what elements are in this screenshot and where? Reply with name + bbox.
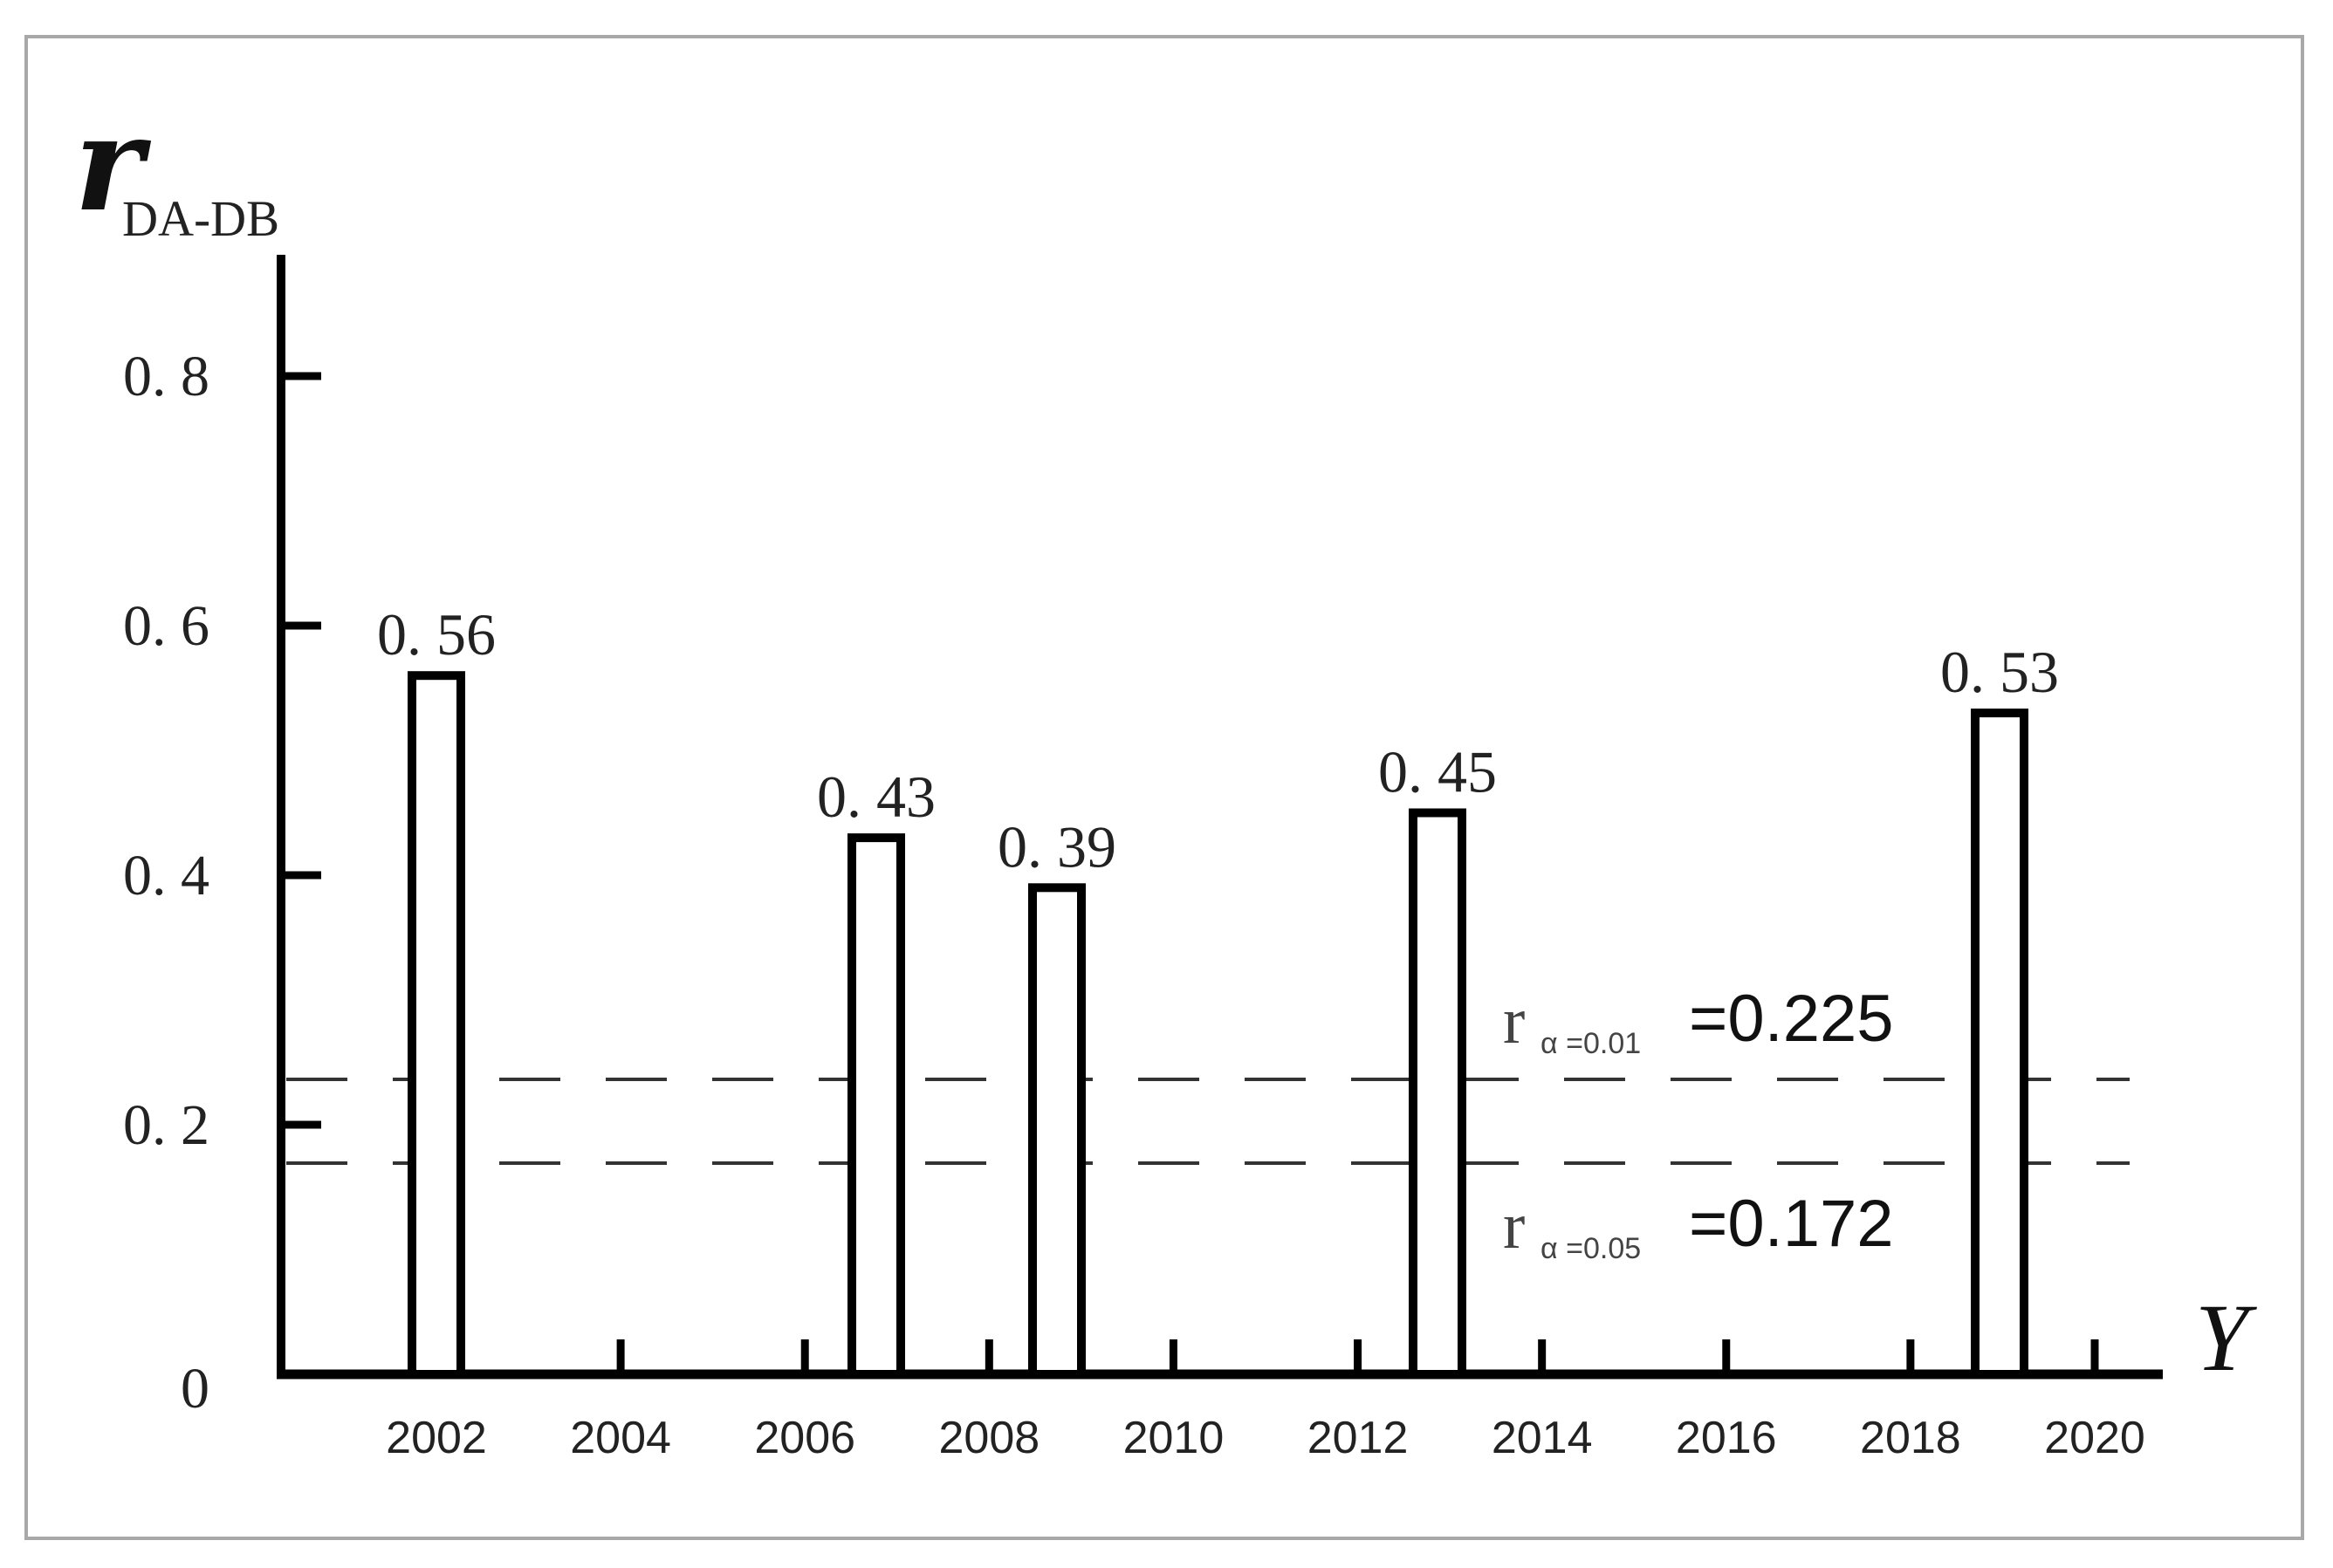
y-tick-label: 0. 4: [123, 844, 209, 907]
y-ticks: 0 0. 2 0. 4 0. 6 0. 8: [123, 345, 321, 1421]
bar-value-label: 0. 45: [1378, 739, 1497, 805]
x-tick-label: 2016: [1676, 1413, 1777, 1463]
x-tick-label: 2020: [2044, 1413, 2145, 1463]
reference-line-labels: r α =0.01 =0.225 r α =0.05 =0.172: [1503, 982, 1894, 1265]
bar-value-label: 0. 53: [1940, 639, 2059, 705]
bar-value-label: 0. 39: [998, 813, 1116, 880]
svg-text:α =0.01: α =0.01: [1540, 1027, 1641, 1060]
svg-text:=0.172: =0.172: [1689, 1187, 1894, 1261]
svg-text:r: r: [1503, 984, 1525, 1058]
y-axis-label-subscript: DA-DB: [122, 190, 279, 247]
y-tick-label: 0. 8: [123, 345, 209, 408]
bar-value-label: 0. 56: [377, 601, 496, 668]
svg-text:α =0.05: α =0.05: [1540, 1232, 1641, 1265]
y-tick-label: 0: [181, 1357, 209, 1421]
x-tick-label: 2012: [1307, 1413, 1409, 1463]
x-tick-label: 2006: [754, 1413, 855, 1463]
x-tick-label: 2010: [1123, 1413, 1225, 1463]
y-tick-label: 0. 2: [123, 1093, 209, 1157]
reference-lines: [286, 1078, 2130, 1165]
bars: 0. 56 0. 43 0. 39 0. 45 0. 53: [377, 601, 2059, 1379]
bar-2007: [847, 833, 905, 1379]
figure-frame: [24, 35, 2304, 1540]
bar-value-label: 0. 43: [817, 763, 936, 830]
reference-label-alpha-001: r α =0.01 =0.225: [1503, 982, 1894, 1060]
x-tick-label: 2004: [570, 1413, 671, 1463]
svg-text:r: r: [1503, 1189, 1525, 1263]
y-axis-label: r: [74, 87, 152, 241]
x-tick-label: 2014: [1492, 1413, 1593, 1463]
x-tick-label: 2018: [1860, 1413, 1961, 1463]
y-tick-label: 0. 6: [123, 594, 209, 658]
bar-2009: [1028, 883, 1086, 1379]
svg-text:=0.225: =0.225: [1689, 982, 1894, 1056]
bar-2019: [1971, 709, 2028, 1379]
x-axis-label: Y: [2195, 1284, 2257, 1391]
x-tick-label: 2002: [386, 1413, 487, 1463]
x-tick-label: 2008: [938, 1413, 1040, 1463]
reference-label-alpha-005: r α =0.05 =0.172: [1503, 1187, 1894, 1265]
x-ticks: 2002 2004 2006 2008 2010 2012 2014 2016 2018 2020: [386, 1339, 2145, 1463]
bar-2002: [408, 671, 465, 1379]
bar-2013: [1409, 808, 1466, 1379]
